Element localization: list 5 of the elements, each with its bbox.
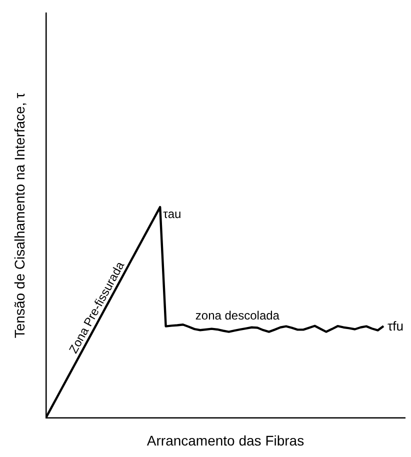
text: τfu	[388, 318, 404, 334]
annotation: zona descolada	[195, 308, 280, 322]
annotation: τau	[163, 207, 182, 222]
x-axis-title: Arrancamento das Fibras	[146, 432, 304, 448]
y-axis-title: Tensão de Cisalhamento na Interface, τ	[12, 92, 28, 338]
